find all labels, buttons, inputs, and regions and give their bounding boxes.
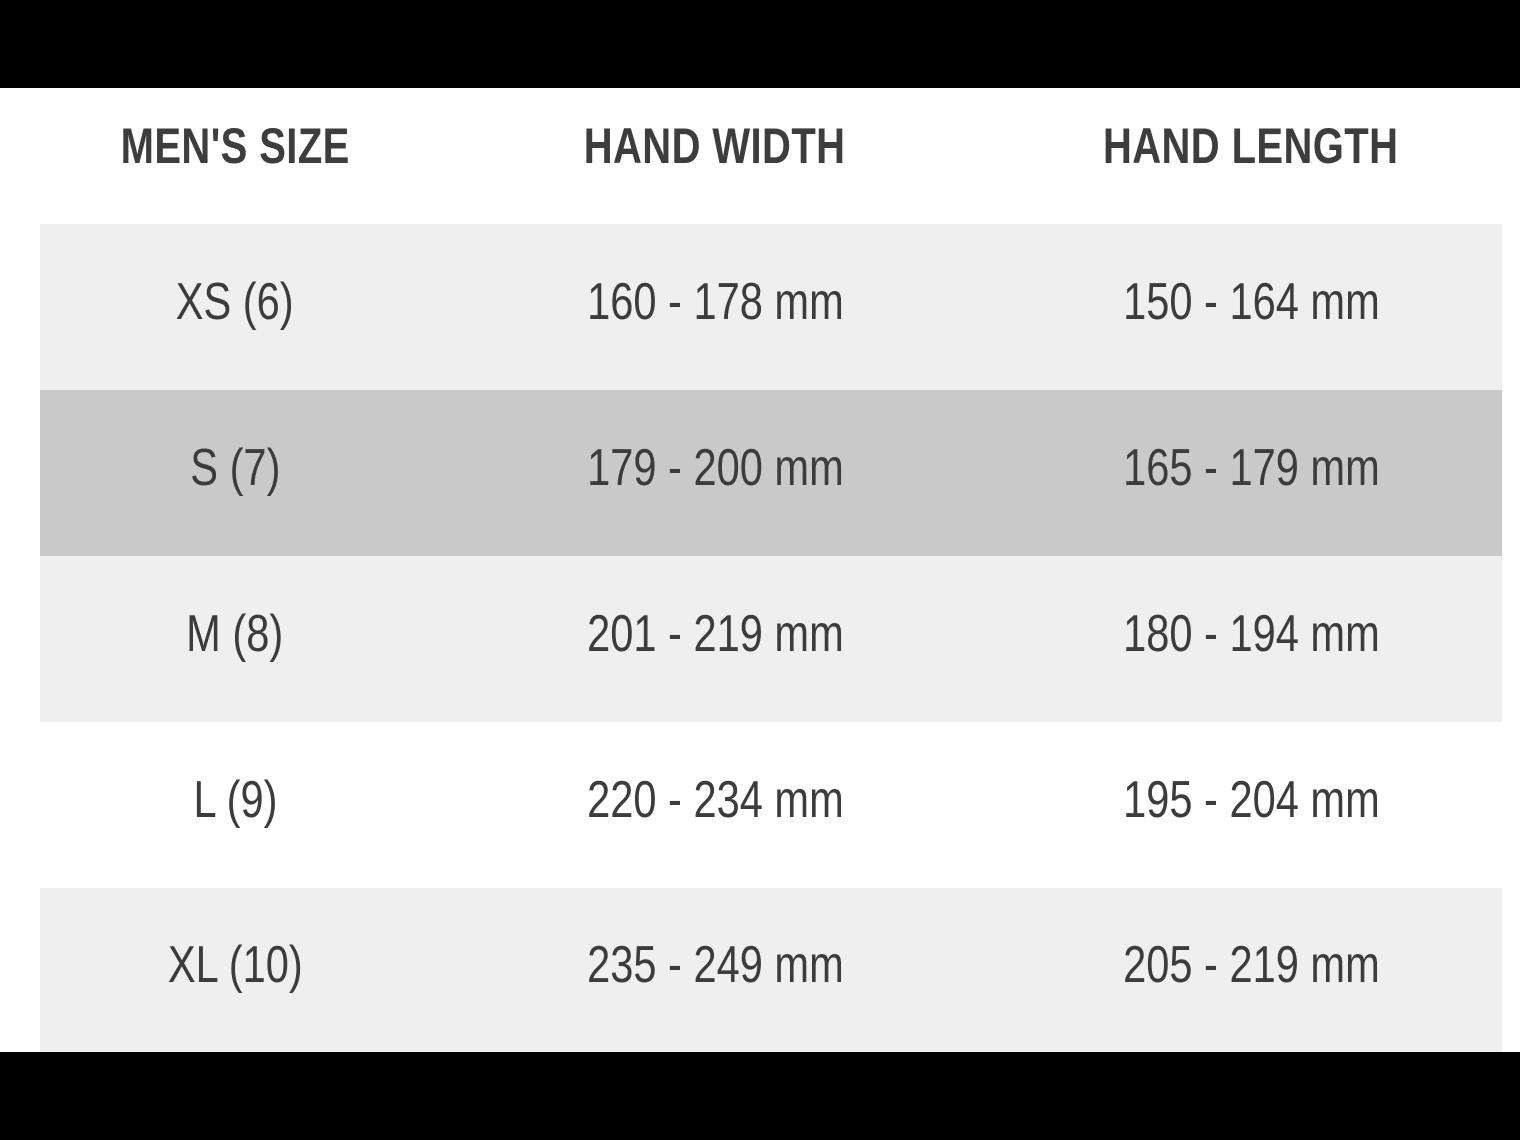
hand-width-cell: 179 - 200 mm (430, 442, 1000, 499)
table-row-l: L (9) 220 - 234 mm 195 - 204 mm (40, 722, 1502, 888)
table-row-xl: XL (10) 235 - 249 mm 205 - 219 mm (40, 888, 1502, 1052)
column-header-mens-size: MEN'S SIZE (40, 121, 430, 181)
hand-width-value: 201 - 219 mm (586, 605, 844, 663)
hand-length-value: 165 - 179 mm (1122, 439, 1380, 497)
hand-length-cell: 165 - 179 mm (1000, 442, 1502, 499)
size-cell: XL (10) (40, 939, 430, 996)
hand-width-value: 235 - 249 mm (586, 936, 844, 994)
size-value: L (9) (193, 771, 277, 829)
letterbox-bar-bottom (0, 1052, 1520, 1140)
size-value: S (7) (189, 439, 281, 497)
letterbox-bar-top (0, 0, 1520, 88)
hand-width-cell: 160 - 178 mm (430, 276, 1000, 333)
table-row-xs: XS (6) 160 - 178 mm 150 - 164 mm (40, 224, 1502, 390)
hand-width-cell: 220 - 234 mm (430, 774, 1000, 831)
size-cell: S (7) (40, 442, 430, 499)
hand-width-cell: 235 - 249 mm (430, 939, 1000, 996)
column-header-label: HAND LENGTH (1103, 118, 1399, 174)
hand-length-value: 150 - 164 mm (1122, 273, 1380, 331)
size-value: M (8) (186, 605, 284, 663)
hand-width-value: 160 - 178 mm (586, 273, 844, 331)
column-header-hand-width: HAND WIDTH (430, 121, 1000, 181)
column-header-hand-length: HAND LENGTH (1000, 121, 1502, 181)
size-cell: L (9) (40, 774, 430, 831)
hand-length-cell: 195 - 204 mm (1000, 774, 1502, 831)
hand-width-value: 179 - 200 mm (586, 439, 844, 497)
hand-length-cell: 180 - 194 mm (1000, 608, 1502, 665)
hand-length-cell: 205 - 219 mm (1000, 939, 1502, 996)
size-cell: M (8) (40, 608, 430, 665)
mens-glove-size-chart: MEN'S SIZE HAND WIDTH HAND LENGTH XS (6)… (0, 88, 1520, 1052)
hand-length-value: 195 - 204 mm (1122, 771, 1380, 829)
hand-width-cell: 201 - 219 mm (430, 608, 1000, 665)
hand-length-value: 180 - 194 mm (1122, 605, 1380, 663)
size-value: XS (6) (176, 273, 294, 331)
table-row-s-highlighted: S (7) 179 - 200 mm 165 - 179 mm (40, 390, 1502, 556)
column-header-label: MEN'S SIZE (120, 118, 350, 174)
hand-width-value: 220 - 234 mm (586, 771, 844, 829)
table-header-row: MEN'S SIZE HAND WIDTH HAND LENGTH (40, 88, 1502, 224)
hand-length-cell: 150 - 164 mm (1000, 276, 1502, 333)
column-header-label: HAND WIDTH (584, 118, 846, 174)
size-cell: XS (6) (40, 276, 430, 333)
table-body: XS (6) 160 - 178 mm 150 - 164 mm S (7) 1… (0, 224, 1520, 1052)
size-value: XL (10) (167, 936, 303, 994)
table-row-m: M (8) 201 - 219 mm 180 - 194 mm (40, 556, 1502, 722)
hand-length-value: 205 - 219 mm (1122, 936, 1380, 994)
